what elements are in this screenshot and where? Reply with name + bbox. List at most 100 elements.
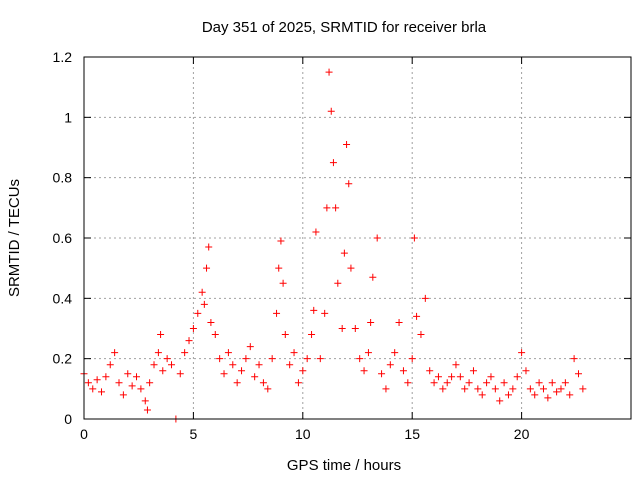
data-point	[474, 385, 482, 393]
data-point	[421, 294, 429, 302]
data-point	[408, 355, 416, 363]
data-point	[168, 361, 176, 369]
data-point	[255, 361, 263, 369]
data-point	[340, 249, 348, 257]
data-point	[364, 349, 372, 357]
data-point	[461, 385, 469, 393]
data-point	[329, 159, 337, 167]
data-point	[325, 68, 333, 76]
data-point	[548, 379, 556, 387]
data-point	[391, 349, 399, 357]
data-point	[143, 406, 151, 414]
data-point	[84, 379, 92, 387]
data-point	[456, 373, 464, 381]
data-point	[207, 318, 215, 326]
data-point	[452, 361, 460, 369]
y-tick-label: 1	[64, 109, 72, 125]
data-point	[189, 325, 197, 332]
data-point	[504, 391, 512, 399]
y-tick-label: 0.6	[53, 230, 73, 246]
data-point	[522, 367, 530, 375]
data-point	[539, 385, 547, 393]
data-point	[310, 306, 318, 314]
x-tick-label: 20	[514, 426, 530, 442]
data-point	[469, 367, 477, 375]
data-point	[345, 180, 353, 188]
data-point	[198, 288, 206, 296]
grid-lines	[84, 57, 631, 419]
chart-title: Day 351 of 2025, SRMTID for receiver brl…	[202, 19, 487, 36]
data-point	[327, 107, 335, 115]
data-point	[251, 373, 259, 381]
data-point	[224, 349, 232, 357]
data-point	[205, 243, 213, 251]
data-point	[238, 367, 246, 375]
data-point	[299, 367, 307, 375]
data-point	[382, 385, 390, 393]
data-point	[417, 331, 425, 339]
data-point	[89, 385, 97, 393]
data-point	[98, 388, 106, 396]
data-point	[246, 343, 254, 351]
data-point	[574, 370, 582, 378]
data-point	[268, 355, 276, 363]
data-point	[111, 349, 119, 357]
data-point	[106, 361, 114, 369]
data-point	[290, 349, 298, 357]
data-point	[194, 309, 202, 317]
x-tick-label: 15	[404, 426, 420, 442]
data-point	[386, 361, 394, 369]
data-point	[487, 373, 495, 381]
axis-ticks: 0 5 10 15 20 0 0.2 0.4 0.6 0.8 1 1.2	[53, 49, 631, 442]
data-point	[128, 382, 136, 390]
data-point	[316, 355, 324, 363]
data-point	[334, 279, 342, 287]
data-points	[80, 68, 587, 423]
data-point	[500, 379, 508, 387]
data-point	[323, 204, 331, 212]
data-point	[159, 367, 167, 375]
data-point	[312, 228, 320, 236]
data-point	[294, 379, 302, 387]
data-point	[203, 264, 211, 272]
data-point	[426, 367, 434, 375]
y-tick-label: 0.4	[53, 290, 73, 306]
data-point	[141, 397, 149, 405]
data-point	[369, 273, 377, 281]
data-point	[413, 312, 421, 320]
data-point	[561, 379, 569, 387]
data-point	[332, 204, 340, 212]
data-point	[154, 349, 162, 357]
data-point	[273, 309, 281, 317]
data-point	[491, 385, 499, 393]
data-point	[281, 331, 289, 339]
data-point	[146, 379, 154, 387]
data-point	[93, 376, 101, 384]
data-point	[496, 397, 504, 405]
data-point	[544, 394, 552, 402]
data-point	[570, 355, 578, 363]
data-point	[119, 391, 127, 399]
data-point	[579, 385, 587, 393]
data-point	[220, 370, 228, 378]
data-point	[439, 385, 447, 393]
data-point	[373, 234, 381, 242]
data-point	[526, 385, 534, 393]
data-point	[531, 391, 539, 399]
data-point	[275, 264, 283, 272]
data-point	[404, 379, 412, 387]
data-point	[343, 140, 351, 148]
data-point	[242, 355, 250, 363]
data-point	[211, 331, 219, 339]
data-point	[115, 379, 123, 387]
y-axis-label: SRMTID / TECUs	[6, 179, 23, 297]
data-point	[478, 391, 486, 399]
data-point	[286, 361, 294, 369]
plot-frame	[83, 56, 632, 420]
data-point	[553, 388, 561, 396]
data-point	[102, 373, 110, 381]
data-point	[434, 373, 442, 381]
y-tick-label: 0.2	[53, 351, 73, 367]
y-tick-label: 0	[64, 411, 72, 427]
